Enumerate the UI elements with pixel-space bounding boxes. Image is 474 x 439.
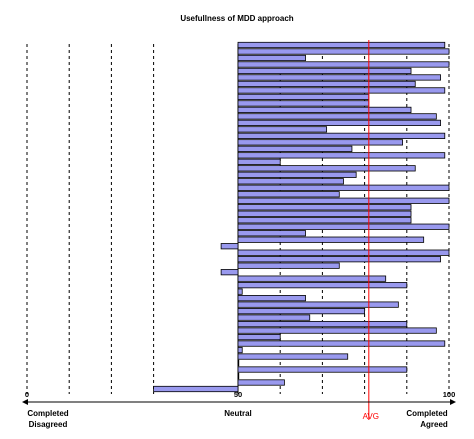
bar [220,269,239,276]
bar [237,288,243,295]
x-tick-label: 50 [234,390,242,399]
bar [237,93,370,101]
center-axis-label: Neutral [224,409,252,418]
bar [237,80,416,88]
bar [237,230,306,237]
bar [237,346,243,354]
bar [237,113,437,120]
bar [237,152,446,159]
left-axis-label-line1: Completed [27,409,68,418]
bar [237,256,441,263]
bar [237,204,412,211]
bar [237,262,340,269]
bar [237,165,416,172]
x-axis: 0 50 100 [22,390,456,405]
bar [237,320,408,328]
bar [237,145,353,152]
bar [237,126,328,133]
x-tick-label: 100 [443,390,456,399]
bar [237,87,446,94]
bar [237,48,450,55]
left-axis-label-line2: Disagreed [29,420,68,429]
right-axis-label-line2: Agreed [420,420,448,429]
bar [237,61,450,68]
bar [237,359,240,367]
bar [237,41,446,49]
bar [237,217,412,224]
avg-label: AVG [363,412,379,421]
bar [237,132,446,139]
bar [237,74,441,81]
bar [237,191,340,198]
bar [237,249,450,256]
bar [237,210,412,217]
right-arrow-icon [450,399,456,405]
bar [237,158,281,165]
bar [237,333,281,341]
bar [237,353,349,360]
bar [237,119,441,126]
bar [237,301,399,308]
chart-title: Usefullness of MDD approach [180,14,293,23]
right-axis-label-line1: Completed [406,409,447,418]
bar [237,197,450,204]
bar [237,327,437,334]
bar [237,106,412,114]
bar [237,282,408,289]
bar [237,178,344,185]
axis-end-labels: Completed Disagreed Neutral Completed Ag… [27,409,448,429]
bar [237,308,365,315]
bar [237,372,240,380]
bar [237,314,311,321]
bar [237,295,306,302]
bar [237,67,412,75]
bar [237,100,370,107]
bar [153,385,239,393]
bar [237,366,408,373]
bar [237,275,387,282]
x-tick-labels: 0 50 100 [25,390,455,399]
bar [237,171,357,178]
bar [237,54,306,62]
bar [237,236,425,243]
bar [220,243,239,250]
bar [237,379,285,386]
left-arrow-icon [22,399,28,405]
bar [237,139,403,146]
bar [237,340,446,347]
bar [237,223,450,230]
bar [237,184,450,191]
bars [153,41,450,393]
x-tick-label: 0 [25,390,29,399]
